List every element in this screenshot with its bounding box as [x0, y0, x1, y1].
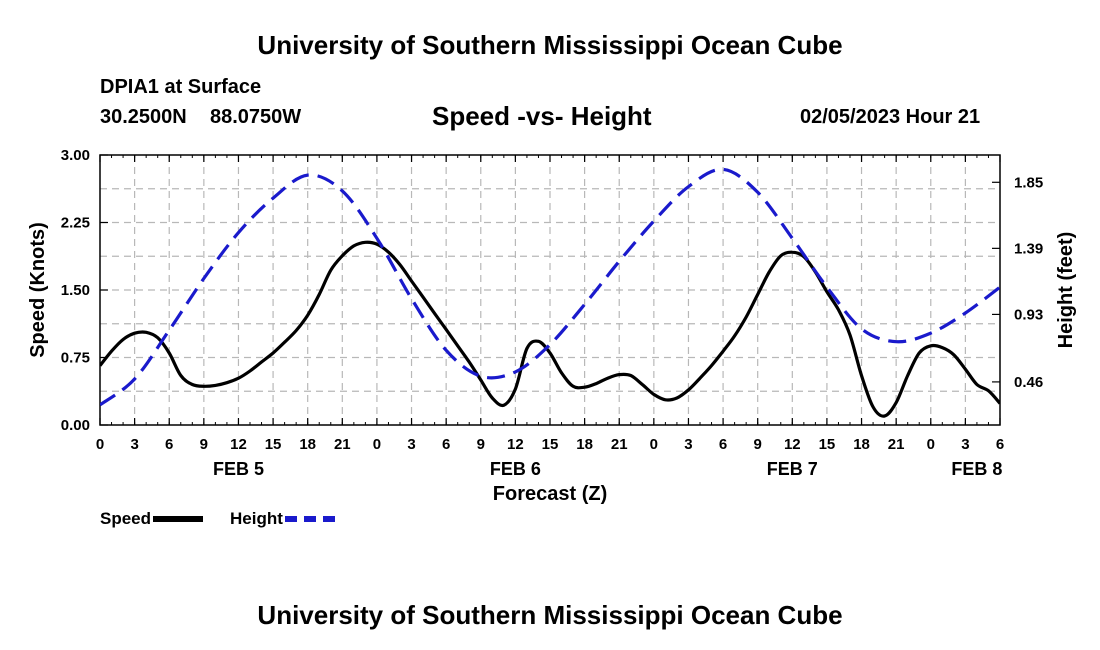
- x-tick-label: 6: [719, 436, 727, 453]
- y-left-tick-label: 1.50: [61, 282, 90, 299]
- date-label: FEB 7: [767, 459, 818, 479]
- x-tick-label: 0: [96, 436, 104, 453]
- data-series: [100, 167, 1000, 418]
- x-tick-label: 18: [299, 436, 316, 453]
- legend-height: Height: [230, 509, 335, 529]
- legend-speed: Speed: [100, 509, 204, 529]
- x-tick-label: 12: [784, 436, 801, 453]
- date-label: FEB 5: [213, 459, 264, 479]
- x-tick-label: 9: [200, 436, 208, 453]
- main-title: University of Southern Mississippi Ocean…: [257, 30, 843, 60]
- y-right-tick-label: 0.46: [1014, 374, 1043, 391]
- x-tick-label: 6: [165, 436, 173, 453]
- y-left-tick-label: 0.00: [61, 417, 90, 434]
- series-line-speed: [100, 240, 1000, 418]
- x-tick-label: 15: [542, 436, 559, 453]
- station-longitude: 88.0750W: [210, 106, 302, 128]
- footer-title: University of Southern Mississippi Ocean…: [257, 600, 843, 630]
- x-tick-label: 3: [961, 436, 969, 453]
- x-tick-label: 9: [754, 436, 762, 453]
- forecast-datetime: 02/05/2023 Hour 21: [800, 106, 981, 128]
- x-tick-label: 6: [996, 436, 1004, 453]
- series-line-height: [100, 167, 1000, 407]
- x-tick-label: 6: [442, 436, 450, 453]
- x-tick-label: 21: [334, 436, 351, 453]
- chart-subtitle: Speed -vs- Height: [432, 101, 652, 131]
- station-latitude: 30.2500N: [100, 106, 187, 128]
- x-tick-label: 15: [265, 436, 282, 453]
- y-axis-right-title: Height (feet): [1055, 232, 1077, 349]
- y-right-tick-label: 1.39: [1014, 240, 1043, 257]
- x-tick-label: 3: [407, 436, 415, 453]
- grid-lines: [100, 155, 1000, 425]
- x-tick-label: 9: [477, 436, 485, 453]
- x-tick-label: 18: [576, 436, 593, 453]
- legend-speed-swatch: [153, 516, 204, 522]
- y-right-tick-label: 0.93: [1014, 306, 1043, 323]
- x-tick-label: 18: [853, 436, 870, 453]
- x-tick-label: 3: [684, 436, 692, 453]
- legend-speed-label: Speed: [100, 509, 152, 528]
- x-tick-label: 3: [130, 436, 138, 453]
- x-tick-label: 0: [927, 436, 935, 453]
- y-right-tick-label: 1.85: [1014, 174, 1043, 191]
- date-label: FEB 8: [951, 459, 1002, 479]
- x-tick-label: 0: [373, 436, 381, 453]
- x-tick-label: 21: [888, 436, 905, 453]
- axis-labels: 0 3 6 9 12 15 18 21 0 3 6 9 12 15 18 21 0 3 6 9 12 15 18 21 0 3 6 0…: [27, 147, 1077, 505]
- x-tick-label: 15: [819, 436, 836, 453]
- legend-height-label: Height: [230, 509, 283, 528]
- x-tick-label: 0: [650, 436, 658, 453]
- y-left-tick-label: 0.75: [61, 350, 90, 367]
- x-axis-title: Forecast (Z): [493, 483, 607, 505]
- legend-height-swatch: [284, 516, 335, 522]
- y-left-tick-label: 2.25: [61, 215, 90, 232]
- x-tick-label: 21: [611, 436, 628, 453]
- y-left-tick-label: 3.00: [61, 147, 90, 164]
- date-label: FEB 6: [490, 459, 541, 479]
- x-tick-label: 12: [507, 436, 524, 453]
- station-name: DPIA1 at Surface: [100, 76, 262, 98]
- y-axis-left-title: Speed (Knots): [27, 222, 49, 358]
- axis-ticks: [99, 154, 1001, 426]
- x-tick-label: 12: [230, 436, 247, 453]
